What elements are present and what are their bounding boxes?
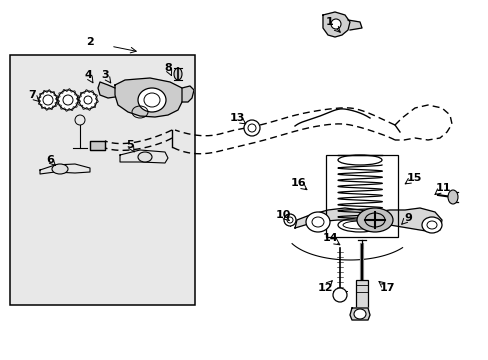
Ellipse shape — [138, 88, 165, 112]
Text: 8: 8 — [164, 63, 171, 73]
Ellipse shape — [421, 217, 441, 233]
Text: 6: 6 — [46, 155, 54, 165]
Text: 14: 14 — [322, 233, 337, 243]
Ellipse shape — [58, 90, 78, 110]
Ellipse shape — [52, 164, 68, 174]
Bar — [10, 55, 195, 305]
Text: 9: 9 — [403, 213, 411, 223]
Ellipse shape — [353, 309, 365, 319]
Text: 11: 11 — [434, 183, 450, 193]
Bar — [325, 155, 397, 237]
Text: 10: 10 — [275, 210, 290, 220]
Polygon shape — [98, 82, 115, 98]
Polygon shape — [323, 12, 349, 37]
Text: 16: 16 — [289, 178, 305, 188]
Text: 15: 15 — [406, 173, 421, 183]
Ellipse shape — [138, 152, 152, 162]
Text: 4: 4 — [84, 70, 92, 80]
Ellipse shape — [79, 91, 97, 109]
Text: 13: 13 — [229, 113, 244, 123]
Polygon shape — [349, 308, 369, 320]
Ellipse shape — [305, 212, 329, 232]
Polygon shape — [347, 20, 361, 30]
Ellipse shape — [174, 68, 182, 80]
Text: 3: 3 — [101, 70, 109, 80]
Ellipse shape — [39, 91, 57, 109]
Polygon shape — [115, 78, 182, 117]
Polygon shape — [294, 208, 441, 232]
Polygon shape — [90, 141, 105, 150]
Text: 7: 7 — [28, 90, 36, 100]
Text: 2: 2 — [86, 37, 94, 47]
Ellipse shape — [244, 120, 260, 136]
Text: 5: 5 — [126, 140, 134, 150]
Ellipse shape — [330, 19, 340, 29]
Text: 12: 12 — [317, 283, 332, 293]
Polygon shape — [182, 86, 194, 102]
Text: 1: 1 — [325, 17, 333, 27]
Text: 17: 17 — [379, 283, 394, 293]
Ellipse shape — [447, 190, 457, 204]
Ellipse shape — [284, 214, 295, 226]
Ellipse shape — [356, 208, 392, 232]
Ellipse shape — [332, 288, 346, 302]
Bar — [355, 280, 367, 308]
Ellipse shape — [337, 218, 381, 232]
